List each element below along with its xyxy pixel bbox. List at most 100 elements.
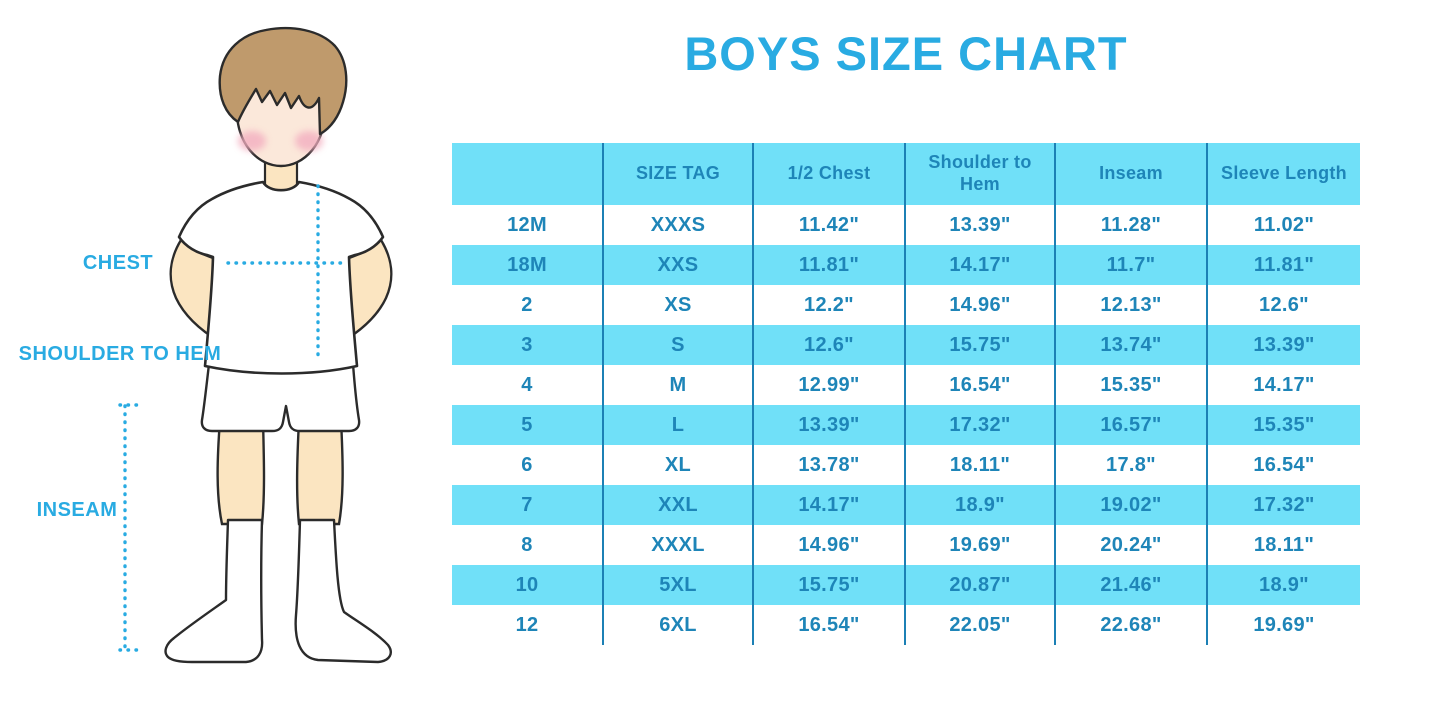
size-cell: 12.99" [752, 365, 905, 405]
header-row: SIZE TAG 1/2 Chest Shoulder to Hem Insea… [452, 143, 1360, 205]
size-chart-table: SIZE TAG 1/2 Chest Shoulder to Hem Insea… [452, 143, 1360, 645]
size-cell: 14.17" [752, 485, 905, 525]
boy-left-leg [216, 418, 266, 526]
header-cell-inseam: Inseam [1054, 143, 1207, 205]
size-table-body: 12M XXXS 11.42" 13.39" 11.28" 11.02" 18M XXS 11.… [452, 205, 1360, 645]
size-cell: 6XL [602, 605, 753, 645]
size-cell: 15.75" [752, 565, 905, 605]
size-row: 4 M 12.99" 16.54" 15.35" 14.17" [452, 365, 1360, 405]
size-cell: 14.96" [752, 525, 905, 565]
size-cell: 15.35" [1206, 405, 1360, 445]
size-cell: 5 [452, 405, 603, 445]
size-cell: 17.32" [1206, 485, 1360, 525]
size-cell: L [602, 405, 753, 445]
size-row: 12M XXXS 11.42" 13.39" 11.28" 11.02" [452, 205, 1360, 245]
size-cell: 14.96" [904, 285, 1055, 325]
size-cell: 11.81" [752, 245, 905, 285]
size-row: 2 XS 12.2" 14.96" 12.13" 12.6" [452, 285, 1360, 325]
size-cell: XXXS [602, 205, 753, 245]
boy-right-cheek [295, 131, 323, 151]
size-cell: 18.11" [1206, 525, 1360, 565]
size-row: 10 5XL 15.75" 20.87" 21.46" 18.9" [452, 565, 1360, 605]
shoulder-to-hem-label: SHOULDER TO HEM [19, 343, 222, 365]
size-row: 12 6XL 16.54" 22.05" 22.68" 19.69" [452, 605, 1360, 645]
size-cell: 3 [452, 325, 603, 365]
size-cell: XXS [602, 245, 753, 285]
size-cell: 16.57" [1054, 405, 1207, 445]
boy-right-sock [294, 518, 392, 664]
size-row: 8 XXXL 14.96" 19.69" 20.24" 18.11" [452, 525, 1360, 565]
size-cell: 8 [521, 533, 533, 556]
boy-tshirt [177, 180, 385, 375]
size-cell: 17.32" [904, 405, 1055, 445]
size-cell: 11.02" [1206, 205, 1360, 245]
chest-label: CHEST [83, 252, 153, 274]
size-cell: 14.17" [904, 245, 1055, 285]
header-cell-size [452, 143, 603, 205]
header-cell-shoulder-to-hem: Shoulder to Hem [904, 143, 1055, 205]
size-cell: 17.8" [1054, 445, 1207, 485]
size-cell: 16.54" [1206, 445, 1360, 485]
size-cell: 13.39" [752, 405, 905, 445]
size-row: 3 S 12.6" 15.75" 13.74" 13.39" [452, 325, 1360, 365]
size-cell: 18M [452, 245, 603, 285]
size-cell: XXXL [602, 525, 753, 565]
size-cell: 22.05" [904, 605, 1055, 645]
size-cell: 15.75" [904, 325, 1055, 365]
size-cell: 19.02" [1054, 485, 1207, 525]
inseam-label: INSEAM [37, 499, 118, 521]
size-cell: 12.13" [1054, 285, 1207, 325]
boy-left-sock [164, 518, 264, 664]
size-cell: 12 [515, 613, 539, 636]
size-cell: 16.54" [904, 365, 1055, 405]
size-cell: 11.42" [752, 205, 905, 245]
size-cell: 18.9" [904, 485, 1055, 525]
size-row: 5 L 13.39" 17.32" 16.57" 15.35" [452, 405, 1360, 445]
size-cell: 15.35" [1054, 365, 1207, 405]
size-cell: 11.28" [1054, 205, 1207, 245]
size-cell: 12M [507, 213, 547, 236]
size-cell: 5XL [602, 565, 753, 605]
size-cell: 13.78" [752, 445, 905, 485]
boy-right-leg [295, 418, 344, 526]
size-row: 6 XL 13.78" 18.11" 17.8" 16.54" [452, 445, 1360, 485]
size-cell: XXL [602, 485, 753, 525]
boy-measurement-figure: CHEST SHOULDER TO HEM INSEAM [19, 26, 393, 664]
boy-shorts [200, 362, 361, 433]
boy-hair [218, 26, 348, 136]
size-cell: 6 [521, 453, 533, 476]
size-cell: 22.68" [1054, 605, 1207, 645]
size-cell: M [602, 365, 753, 405]
size-cell: 21.46" [1054, 565, 1207, 605]
size-cell: 19.69" [1206, 605, 1360, 645]
size-cell: 12.6" [1206, 285, 1360, 325]
size-cell: 10 [452, 565, 603, 605]
size-cell: 18.9" [1206, 565, 1360, 605]
size-cell: 2 [521, 293, 533, 316]
header-cell-half-chest: 1/2 Chest [752, 143, 905, 205]
size-cell: 12.2" [752, 285, 905, 325]
size-cell: 11.81" [1206, 245, 1360, 285]
size-cell: 7 [452, 485, 603, 525]
size-cell: 14.17" [1206, 365, 1360, 405]
size-cell: 13.39" [1206, 325, 1360, 365]
size-cell: 19.69" [904, 525, 1055, 565]
size-cell: 20.87" [904, 565, 1055, 605]
size-cell: S [602, 325, 753, 365]
size-cell: 20.24" [1054, 525, 1207, 565]
size-row: 18M XXS 11.81" 14.17" 11.7" 11.81" [452, 245, 1360, 285]
size-cell: XL [602, 445, 753, 485]
size-cell: 16.54" [752, 605, 905, 645]
size-cell: 4 [521, 373, 533, 396]
page-title: BOYS SIZE CHART [684, 27, 1128, 80]
boy-left-cheek [238, 131, 266, 151]
size-cell: 12.6" [752, 325, 905, 365]
header-cell-sleeve-length: Sleeve Length [1206, 143, 1360, 205]
size-cell: 13.39" [904, 205, 1055, 245]
size-cell: 13.74" [1054, 325, 1207, 365]
size-row: 7 XXL 14.17" 18.9" 19.02" 17.32" [452, 485, 1360, 525]
size-cell: 11.7" [1054, 245, 1207, 285]
header-cell-size-tag: SIZE TAG [602, 143, 753, 205]
size-cell: XS [602, 285, 753, 325]
